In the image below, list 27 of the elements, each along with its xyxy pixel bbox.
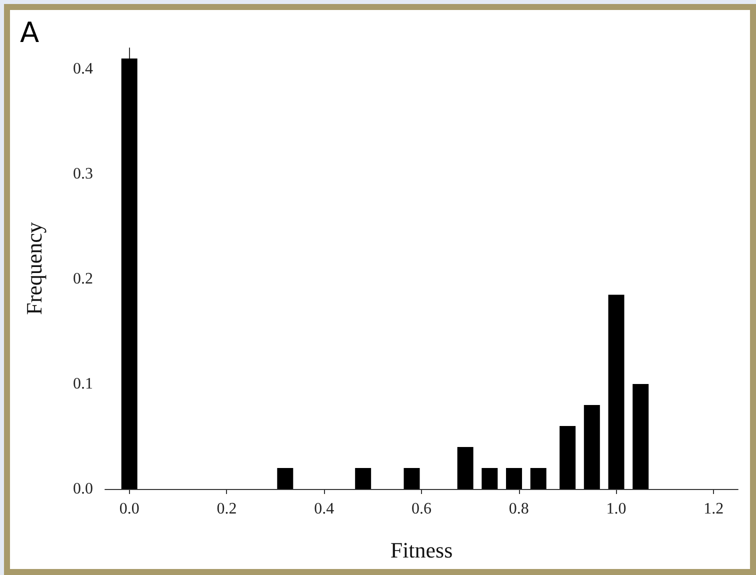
x-tick-label: 0.0 — [119, 500, 140, 518]
bar — [457, 447, 474, 489]
x-axis-title: Fitness — [390, 538, 453, 562]
bar — [530, 468, 546, 489]
bar — [482, 468, 498, 489]
y-tick-label: 0.2 — [73, 270, 93, 288]
y-tick-label: 0.4 — [73, 60, 93, 78]
x-tick-label: 0.6 — [412, 500, 432, 518]
bar — [608, 294, 624, 489]
x-tick-label: 1.0 — [606, 500, 626, 518]
bar — [277, 468, 294, 489]
x-tick-label: 0.4 — [314, 500, 334, 518]
bar — [121, 58, 138, 489]
x-tick-label: 0.2 — [216, 500, 237, 518]
y-axis-title: Frequency — [22, 222, 46, 315]
x-tick-label: 1.2 — [704, 500, 724, 518]
bar — [584, 405, 600, 489]
bar — [506, 468, 522, 489]
y-tick-label: 0.3 — [73, 166, 93, 182]
bar — [355, 468, 372, 489]
bar — [404, 468, 420, 489]
text: A — [20, 16, 40, 49]
y-tick-label: 0.0 — [73, 480, 93, 498]
x-tick-label: 0.8 — [508, 500, 529, 518]
bar — [560, 426, 576, 489]
y-tick-label: 0.1 — [73, 376, 93, 392]
bar — [632, 384, 649, 489]
